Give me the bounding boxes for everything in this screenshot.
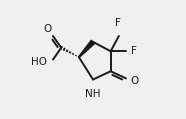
Text: NH: NH xyxy=(85,89,101,99)
Text: F: F xyxy=(115,18,121,28)
Polygon shape xyxy=(78,40,95,57)
Text: F: F xyxy=(131,46,137,56)
Text: O: O xyxy=(131,76,139,86)
Text: O: O xyxy=(43,24,51,34)
Text: HO: HO xyxy=(31,57,46,67)
